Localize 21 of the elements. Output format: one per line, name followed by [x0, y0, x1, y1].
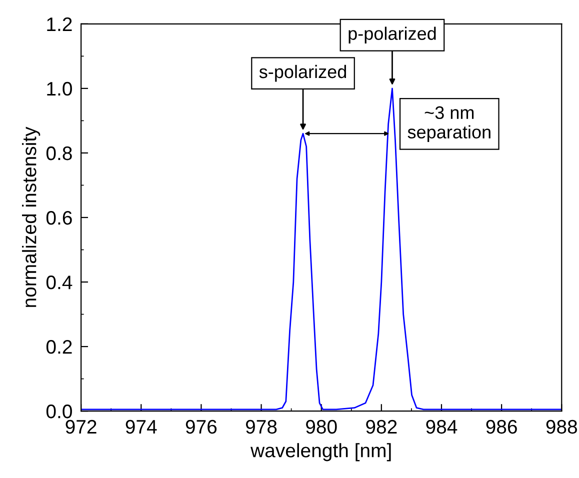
x-tick-label: 976	[186, 420, 217, 434]
x-tick-label: 986	[486, 420, 517, 434]
x-tick-label: 972	[66, 420, 96, 434]
y-tick-label: 0.0	[46, 404, 72, 418]
x-tick-label: 980	[306, 420, 337, 434]
annotation: ~3 nm separation	[408, 106, 490, 142]
x-tick-label: 988	[546, 420, 578, 434]
y-tick-label: 0.8	[46, 146, 72, 160]
annotation: p-polarized	[348, 26, 436, 44]
y-axis-title: normalized instensity	[22, 126, 40, 307]
x-tick-label: 984	[426, 420, 458, 434]
y-tick-label: 1.2	[47, 17, 72, 31]
x-tick-label: 982	[366, 420, 397, 434]
y-tick-label: 0.2	[46, 340, 72, 354]
y-tick-label: 1.0	[47, 82, 72, 96]
x-tick-label: 978	[246, 420, 277, 434]
x-axis-title: wavelength [nm]	[250, 443, 391, 462]
y-tick-label: 0.4	[46, 275, 72, 290]
x-tick-label: 974	[126, 420, 157, 434]
annotation: s-polarized	[259, 64, 346, 82]
y-tick-label: 0.6	[46, 210, 72, 225]
